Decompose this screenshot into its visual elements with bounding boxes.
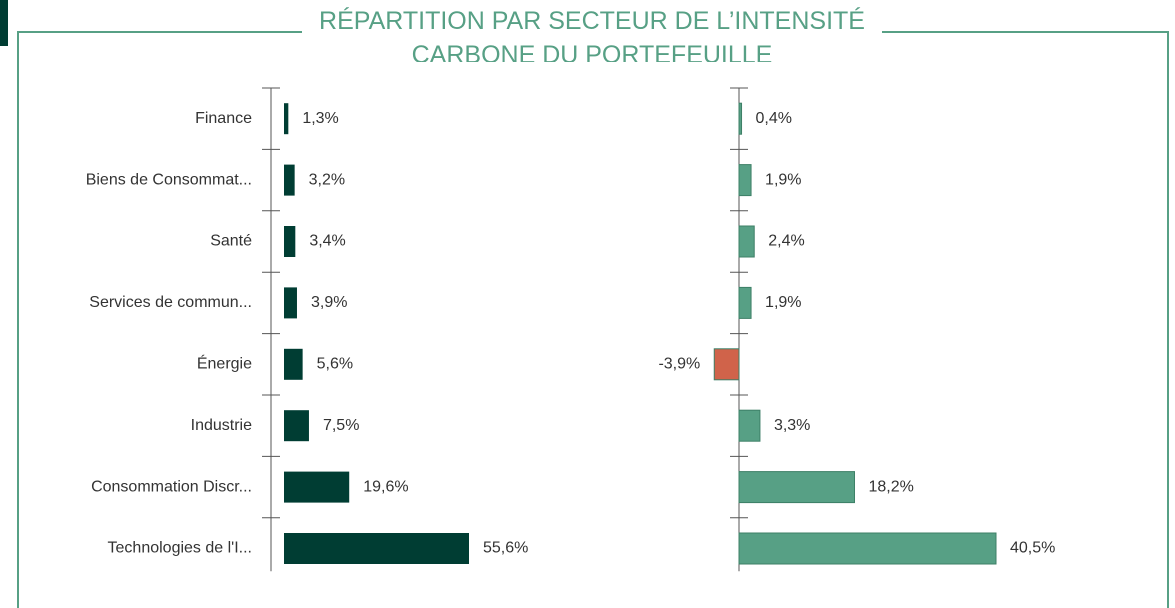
data-label: 19,6% xyxy=(363,478,408,495)
data-label: 1,9% xyxy=(765,294,801,311)
data-label: 7,5% xyxy=(323,417,359,434)
bar xyxy=(284,103,289,135)
bar xyxy=(738,286,752,319)
data-label: 3,9% xyxy=(311,294,347,311)
bar xyxy=(738,471,855,504)
category-label: Santé xyxy=(210,233,252,250)
data-label: 18,2% xyxy=(868,478,913,495)
bar xyxy=(738,225,755,258)
bar xyxy=(284,471,350,503)
data-label: 55,6% xyxy=(483,540,528,557)
data-label: 3,2% xyxy=(309,171,345,188)
category-label: Industrie xyxy=(191,417,252,434)
category-label: Technologies de l'I... xyxy=(108,540,252,557)
data-label: 1,3% xyxy=(302,110,338,127)
data-label: 0,4% xyxy=(756,110,792,127)
data-label: 1,9% xyxy=(765,171,801,188)
data-label: -3,9% xyxy=(658,356,700,373)
chart-title: RÉPARTITION PAR SECTEUR DE L’INTENSITÉ C… xyxy=(302,4,882,62)
bar xyxy=(284,410,309,442)
side-edge xyxy=(0,0,8,46)
category-label: Finance xyxy=(195,110,252,127)
data-label: 3,3% xyxy=(774,417,810,434)
bar xyxy=(284,348,303,380)
data-label: 40,5% xyxy=(1010,540,1055,557)
data-label: 3,4% xyxy=(309,233,345,250)
category-label: Énergie xyxy=(197,354,252,373)
category-label: Consommation Discr... xyxy=(91,478,252,495)
bar xyxy=(738,532,997,565)
bar xyxy=(284,226,296,257)
bar xyxy=(738,409,761,442)
bar xyxy=(284,164,295,196)
bar xyxy=(738,102,743,135)
bar xyxy=(284,533,469,564)
data-label: 2,4% xyxy=(768,233,804,250)
category-label: Biens de Consommat... xyxy=(86,171,252,188)
bar xyxy=(738,164,752,197)
category-label: Services de commun... xyxy=(89,294,252,311)
bar xyxy=(284,287,297,319)
bar xyxy=(713,348,740,381)
data-label: 5,6% xyxy=(317,356,353,373)
